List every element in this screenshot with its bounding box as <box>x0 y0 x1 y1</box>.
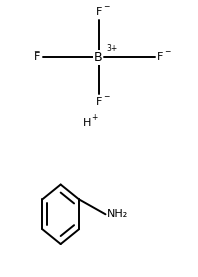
Text: 3+: 3+ <box>107 44 118 53</box>
Text: NH₂: NH₂ <box>107 209 128 219</box>
Text: −: − <box>103 92 109 101</box>
Text: F: F <box>96 7 102 17</box>
Text: −: − <box>33 47 40 56</box>
Text: B: B <box>94 51 102 64</box>
Text: −: − <box>103 2 109 11</box>
Text: F: F <box>96 97 102 107</box>
Text: F: F <box>157 52 164 62</box>
Text: F: F <box>34 52 41 62</box>
Text: H: H <box>83 118 91 128</box>
Text: +: + <box>91 113 98 122</box>
Text: −: − <box>165 47 171 56</box>
